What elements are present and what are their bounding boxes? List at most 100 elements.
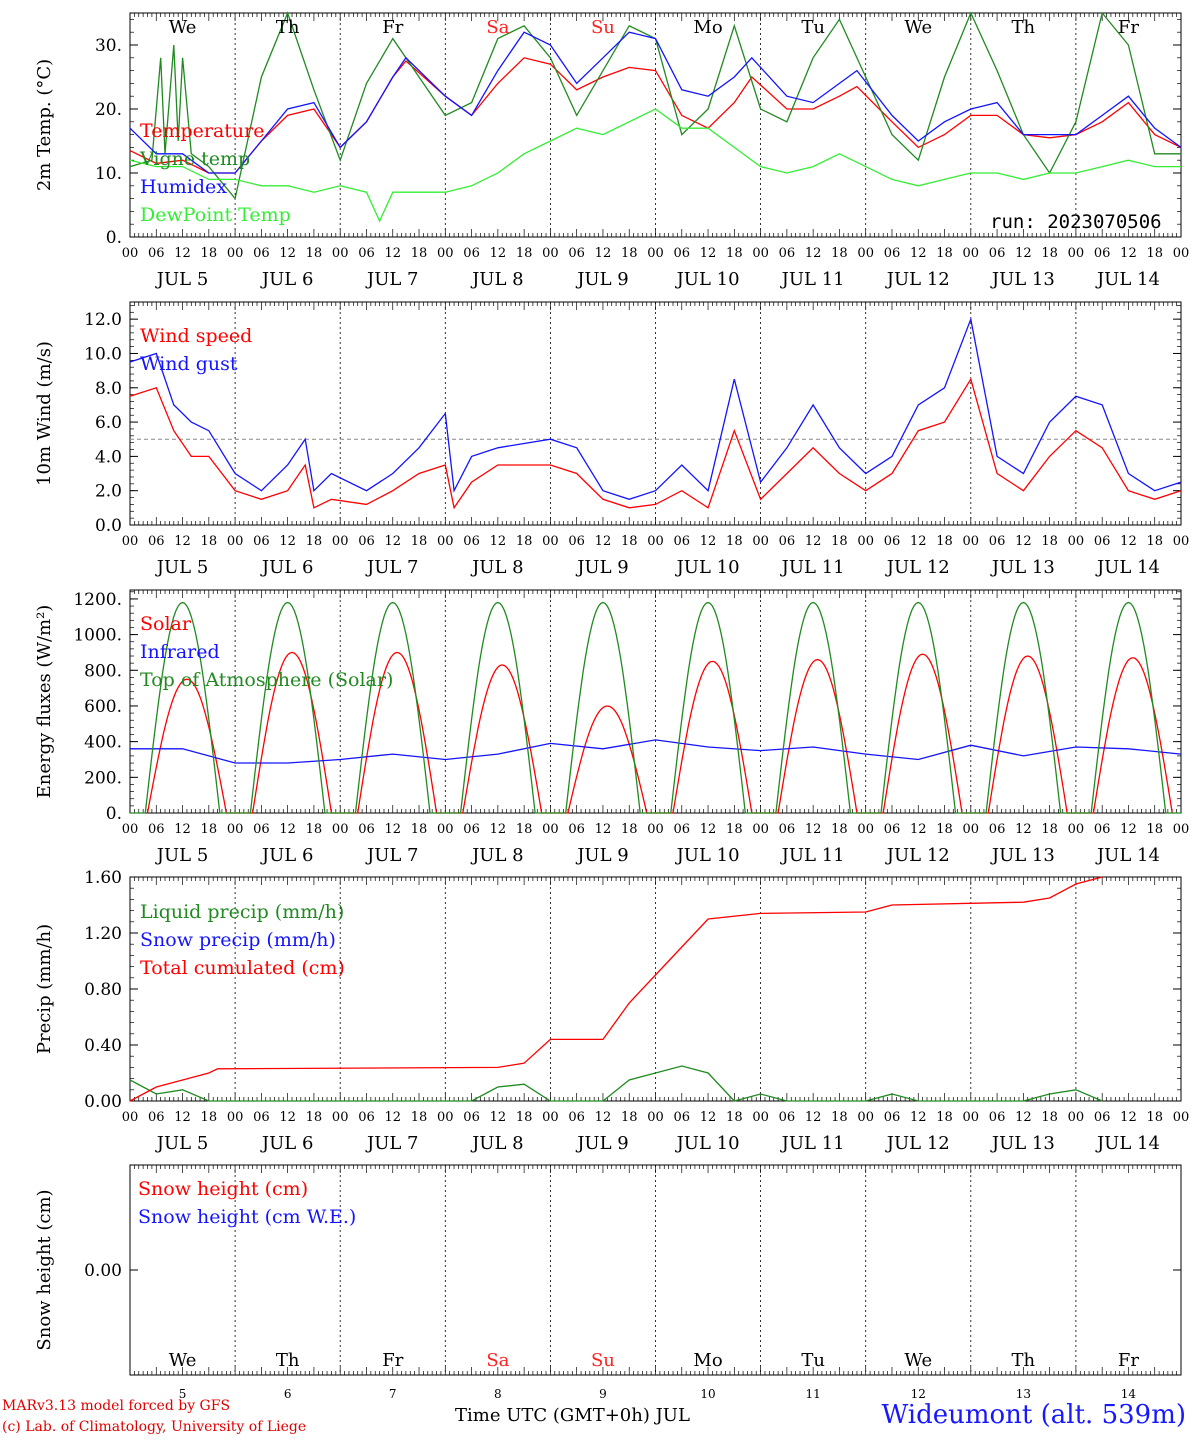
date-label: JUL 9 xyxy=(575,269,629,290)
hour-label: 12 xyxy=(700,246,717,261)
hour-label: 12 xyxy=(174,822,191,837)
hour-label: 06 xyxy=(358,534,375,549)
y-tick-label: 400. xyxy=(84,733,122,753)
legend-entry: Liquid precip (mm/h) xyxy=(140,901,344,923)
hour-label: 12 xyxy=(490,1110,507,1125)
date-label: JUL 8 xyxy=(470,845,524,866)
weekday-label-bottom: Su xyxy=(591,1350,615,1371)
y-tick-label: 10. xyxy=(95,164,122,184)
hour-label: 00 xyxy=(122,822,139,837)
y-tick-label: 0.00 xyxy=(84,1092,122,1112)
hour-label: 06 xyxy=(674,534,691,549)
hour-label: 00 xyxy=(122,1110,139,1125)
hour-label: 00 xyxy=(963,246,980,261)
series-line xyxy=(129,377,1182,510)
hour-label: 00 xyxy=(542,1110,559,1125)
weekday-label-bottom: Th xyxy=(276,1350,300,1371)
date-label: JUL 13 xyxy=(990,1133,1055,1154)
hour-label: 06 xyxy=(148,534,165,549)
hour-label: 12 xyxy=(595,534,612,549)
hour-label: 18 xyxy=(201,246,218,261)
hour-label: 06 xyxy=(358,1110,375,1125)
panel-2: 0.0 2.0 4.0 6.0 8.0 10.0 12.0 10m Wind (m/s) 00 0… xyxy=(34,301,1189,578)
hour-label: 00 xyxy=(1068,1110,1085,1125)
y-axis-label: Precip (mm/h) xyxy=(34,924,55,1054)
hour-label: 12 xyxy=(490,246,507,261)
day-number: 14 xyxy=(1121,1387,1137,1401)
series-line xyxy=(130,601,1181,814)
hour-label: 12 xyxy=(1120,822,1137,837)
hour-label: 18 xyxy=(1041,1110,1058,1125)
hour-label: 06 xyxy=(568,534,585,549)
hour-label: 06 xyxy=(358,246,375,261)
hour-label: 12 xyxy=(1120,534,1137,549)
hour-label: 18 xyxy=(201,534,218,549)
hour-label: 18 xyxy=(621,1110,638,1125)
series-line xyxy=(129,31,1182,174)
hour-label: 12 xyxy=(174,534,191,549)
hour-label: 06 xyxy=(779,822,796,837)
legend-entry: Snow precip (mm/h) xyxy=(140,929,336,951)
hour-label: 00 xyxy=(857,246,874,261)
date-label: JUL 8 xyxy=(470,1133,524,1154)
panel-3: 0. 200. 400. 600. 800. 1000. 1200. Energy fluxe… xyxy=(34,589,1189,866)
hour-label: 18 xyxy=(726,822,743,837)
hour-label: 06 xyxy=(989,246,1006,261)
hour-label: 00 xyxy=(752,534,769,549)
hour-label: 00 xyxy=(857,1110,874,1125)
hour-label: 00 xyxy=(752,246,769,261)
day-number: 5 xyxy=(179,1387,187,1401)
hour-label: 06 xyxy=(1094,1110,1111,1125)
hour-label: 06 xyxy=(253,1110,270,1125)
y-tick-label: 1000. xyxy=(73,626,122,646)
date-label: JUL 11 xyxy=(780,269,845,290)
y-axis-label: 10m Wind (m/s) xyxy=(34,341,55,486)
credit-lab: (c) Lab. of Climatology, University of L… xyxy=(2,1419,307,1435)
weekday-label-bottom: Mo xyxy=(693,1350,722,1371)
hour-label: 12 xyxy=(490,534,507,549)
date-label: JUL 5 xyxy=(155,557,209,578)
legend-entry: Wind speed xyxy=(140,325,252,347)
hour-label: 12 xyxy=(279,534,296,549)
y-tick-label: 6.0 xyxy=(95,413,122,433)
date-label: JUL 13 xyxy=(990,557,1055,578)
date-label: JUL 7 xyxy=(365,269,419,290)
weekday-label-bottom: Sa xyxy=(486,1350,509,1371)
date-label: JUL 9 xyxy=(575,557,629,578)
y-tick-label: 8.0 xyxy=(95,379,122,399)
legend-entry: Snow height (cm W.E.) xyxy=(138,1206,356,1228)
date-label: JUL 6 xyxy=(260,845,314,866)
hour-label: 06 xyxy=(253,822,270,837)
hour-label: 06 xyxy=(989,822,1006,837)
date-label: JUL 9 xyxy=(575,845,629,866)
date-label: JUL 8 xyxy=(470,269,524,290)
y-tick-label: 4.0 xyxy=(95,447,122,467)
hour-label: 18 xyxy=(411,246,428,261)
date-label: JUL 6 xyxy=(260,1133,314,1154)
hour-label: 00 xyxy=(227,534,244,549)
hour-label: 06 xyxy=(253,534,270,549)
hour-label: 06 xyxy=(989,534,1006,549)
hour-label: 12 xyxy=(384,822,401,837)
day-number: 10 xyxy=(700,1387,715,1401)
hour-label: 00 xyxy=(1173,1110,1190,1125)
hour-label: 18 xyxy=(831,534,848,549)
hour-label: 18 xyxy=(1041,246,1058,261)
hour-label: 06 xyxy=(358,822,375,837)
hour-label: 00 xyxy=(1068,246,1085,261)
hour-label: 18 xyxy=(516,246,533,261)
y-tick-label: 30. xyxy=(95,36,122,56)
hour-label: 06 xyxy=(779,1110,796,1125)
hour-label: 00 xyxy=(752,822,769,837)
date-label: JUL 12 xyxy=(885,269,950,290)
legend-entry: Snow height (cm) xyxy=(138,1178,308,1200)
date-label: JUL 5 xyxy=(155,269,209,290)
hour-label: 06 xyxy=(779,534,796,549)
hour-label: 12 xyxy=(595,1110,612,1125)
hour-label: 00 xyxy=(227,1110,244,1125)
hour-label: 12 xyxy=(910,1110,927,1125)
hour-label: 00 xyxy=(437,246,454,261)
hour-label: 06 xyxy=(1094,822,1111,837)
legend-entry: Temperature xyxy=(140,120,264,142)
